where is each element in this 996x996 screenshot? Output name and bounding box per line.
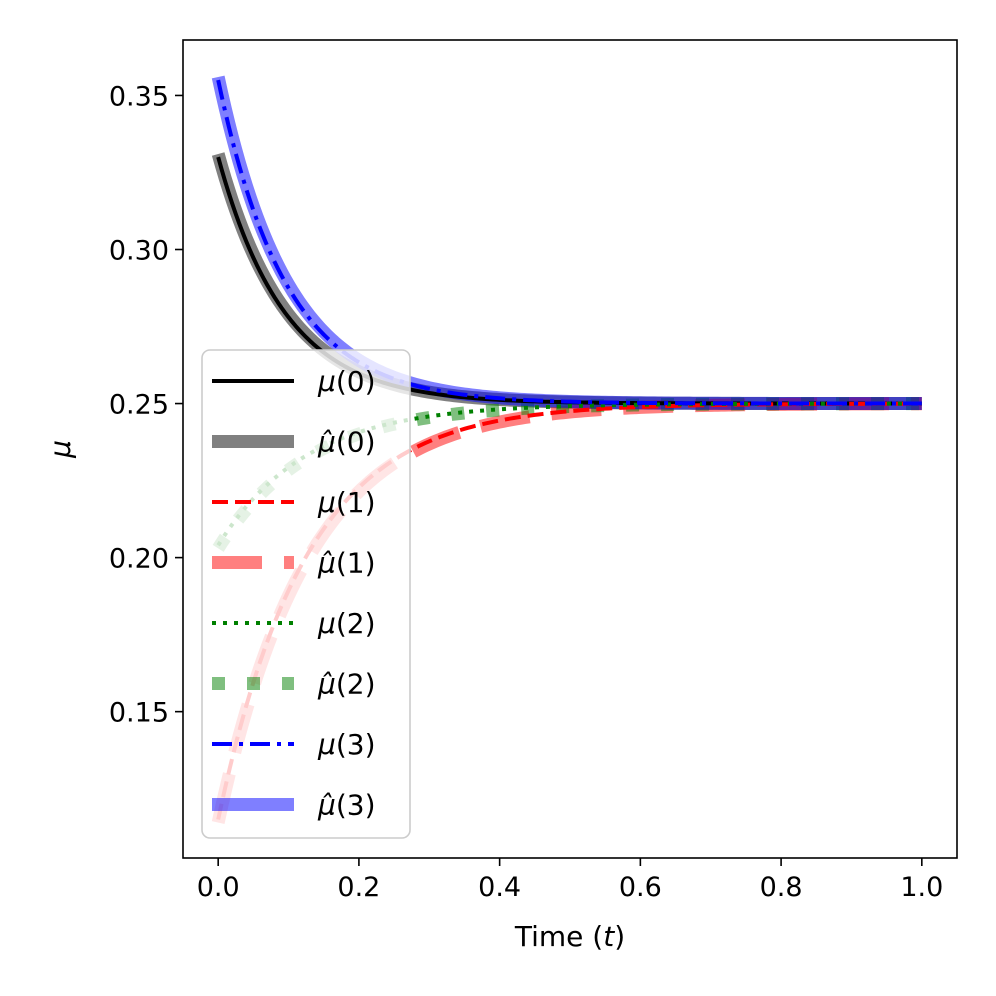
x-tick-label: 0.0	[197, 872, 240, 903]
legend-frame	[201, 349, 411, 839]
y-tick-label: 0.20	[109, 544, 169, 575]
y-tick-label: 0.25	[109, 390, 169, 421]
x-tick-label: 0.8	[760, 872, 803, 903]
y-tick-label: 0.35	[109, 81, 169, 112]
legend-label-mu-1: μ(1)	[317, 486, 376, 519]
x-tick-label: 0.4	[478, 872, 521, 903]
legend: μ(0) μ̂(0) μ(1) μ̂(1) μ(2) μ̂(2) μ(3) μ̂(3)	[201, 349, 411, 839]
legend-label-mu-hat-0: μ̂(0)	[317, 426, 376, 459]
series-line-mu-3	[216, 79, 922, 406]
legend-label-mu-hat-2: μ̂(2)	[317, 668, 376, 701]
legend-label-mu-3: μ(3)	[317, 728, 376, 761]
legend-label-mu-hat-1: μ̂(1)	[317, 547, 376, 580]
x-axis-label: Time (t)	[514, 920, 625, 953]
y-axis-label: μ	[44, 440, 77, 459]
x-tick-label: 0.6	[619, 872, 662, 903]
x-tick-label: 1.0	[900, 872, 943, 903]
legend-label-mu-0: μ(0)	[317, 365, 376, 398]
x-tick-label: 0.2	[337, 872, 380, 903]
y-tick-label: 0.30	[109, 236, 169, 267]
series-line-mu-2	[216, 401, 922, 547]
x-axis: 0.0 0.2 0.4 0.6 0.8 1.0	[197, 858, 943, 903]
y-tick-label: 0.15	[109, 698, 169, 729]
legend-label-mu-2: μ(2)	[317, 607, 376, 640]
plot-frame	[182, 39, 958, 859]
legend-label-mu-hat-3: μ̂(3)	[317, 789, 376, 822]
y-axis: 0.15 0.20 0.25 0.30 0.35	[109, 81, 183, 729]
